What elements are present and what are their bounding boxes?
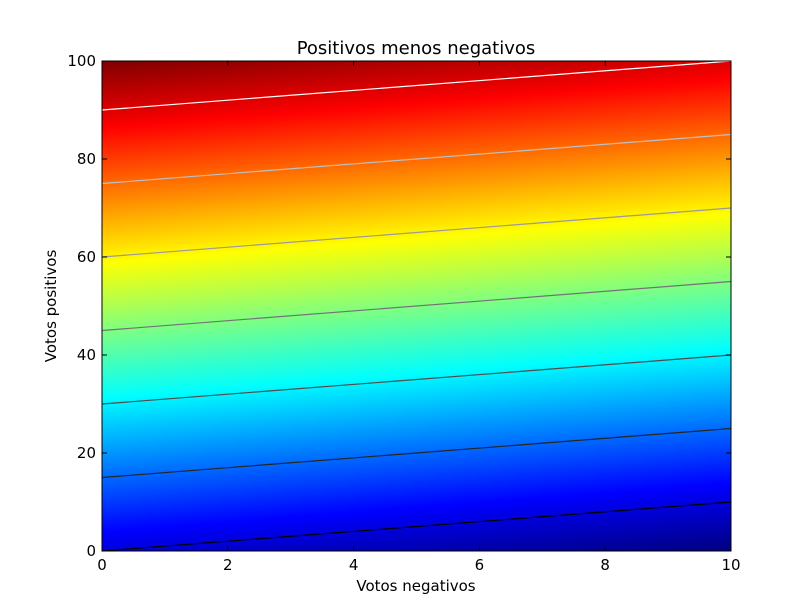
contour-line bbox=[101, 207, 732, 258]
x-tick-label: 0 bbox=[97, 556, 107, 574]
plot-area bbox=[101, 60, 732, 552]
y-axis-ticks: 0 20 40 60 80 100 bbox=[67, 52, 731, 560]
x-tick-label: 2 bbox=[223, 556, 233, 574]
axes-frame bbox=[101, 60, 732, 552]
x-tick-label: 8 bbox=[600, 556, 610, 574]
y-tick-label: 60 bbox=[77, 248, 96, 266]
y-axis-label: Votos positivos bbox=[42, 250, 60, 363]
x-tick-label: 10 bbox=[721, 556, 740, 574]
chart-title: Positivos menos negativos bbox=[297, 38, 536, 59]
y-tick-label: 100 bbox=[67, 52, 96, 70]
y-tick-label: 0 bbox=[86, 542, 96, 560]
contour-line bbox=[101, 280, 732, 332]
contour-line bbox=[101, 501, 732, 552]
contour-line bbox=[101, 427, 732, 479]
contour-line bbox=[101, 354, 732, 405]
y-tick-label: 40 bbox=[77, 346, 96, 364]
y-tick-label: 80 bbox=[77, 150, 96, 168]
contour-line bbox=[101, 133, 732, 185]
y-tick-label: 20 bbox=[77, 444, 96, 462]
contour-lines bbox=[101, 60, 732, 552]
contour-line bbox=[101, 60, 732, 111]
x-tick-label: 4 bbox=[349, 556, 359, 574]
x-axis-label: Votos negativos bbox=[356, 577, 475, 595]
x-tick-label: 6 bbox=[475, 556, 485, 574]
x-axis-ticks: 0 2 4 6 8 10 bbox=[97, 61, 741, 574]
